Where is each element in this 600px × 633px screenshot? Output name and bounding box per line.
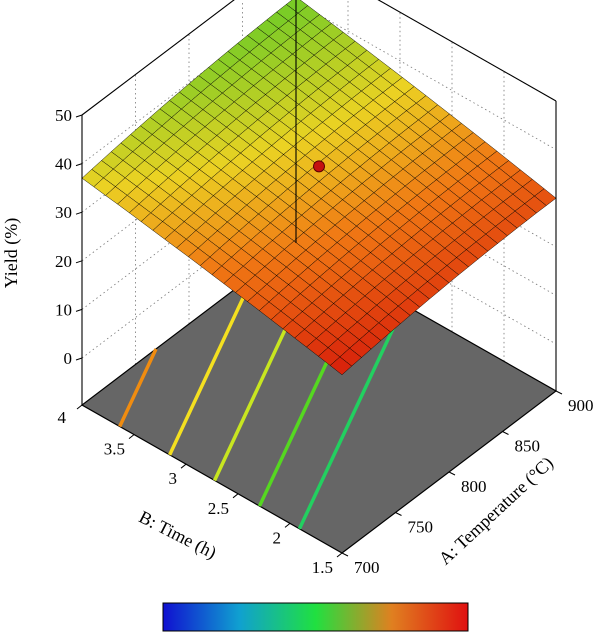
tick-marks: [75, 114, 563, 558]
tick-mark: [448, 471, 456, 476]
time-tick-label: 4: [58, 408, 67, 427]
tick-mark: [75, 357, 83, 361]
tick-mark: [555, 390, 563, 395]
response-surface: [81, 0, 557, 376]
tick-mark: [502, 431, 509, 435]
yield-tick-label: 0: [64, 349, 73, 368]
yield-tick-label: 40: [55, 155, 72, 174]
temperature-tick-labels: 700 750 800 850 900: [354, 396, 594, 577]
temperature-tick-label: 900: [568, 396, 594, 415]
yield-tick-label: 10: [55, 300, 72, 319]
tick-mark: [180, 463, 187, 469]
tick-mark: [76, 404, 83, 410]
yield-tick-label: 50: [55, 106, 72, 125]
temperature-axis-label: A: Temperature (°C): [435, 453, 558, 570]
temperature-tick-label: 700: [354, 558, 380, 577]
yield-axis-label: Yield (%): [1, 218, 22, 288]
tick-mark: [75, 114, 83, 118]
time-tick-label: 3.5: [104, 440, 125, 459]
tick-mark: [341, 552, 349, 557]
temperature-tick-label: 750: [408, 518, 434, 537]
tick-mark: [284, 523, 291, 528]
contour-line: [118, 348, 158, 428]
tick-mark: [75, 163, 83, 167]
time-tick-label: 2: [273, 528, 282, 547]
tick-mark: [75, 211, 83, 215]
axes-frame: [81, 0, 557, 405]
color-legend-bar: [162, 602, 469, 632]
time-tick-labels: 1.5 2 2.5 3 3.5 4: [58, 408, 334, 577]
temperature-tick-label: 800: [461, 477, 487, 496]
contour-line: [168, 274, 256, 456]
surface-cell: [329, 356, 353, 376]
contour-line: [297, 303, 406, 530]
time-tick-label: 1.5: [312, 558, 333, 577]
yield-tick-labels: 0 10 20 30 40 50: [55, 106, 72, 368]
temperature-tick-label: 850: [515, 437, 541, 456]
tick-mark: [128, 434, 135, 439]
yield-tick-label: 20: [55, 252, 72, 271]
tick-mark: [232, 493, 239, 499]
tick-mark: [75, 308, 83, 312]
design-point-marker: [313, 160, 325, 173]
yield-tick-label: 30: [55, 203, 72, 222]
time-tick-label: 3: [169, 469, 178, 488]
tick-mark: [75, 260, 83, 264]
tick-mark: [395, 512, 402, 516]
top-frame-line: [81, 0, 557, 116]
time-tick-label: 2.5: [208, 499, 229, 518]
tick-mark: [336, 552, 343, 558]
